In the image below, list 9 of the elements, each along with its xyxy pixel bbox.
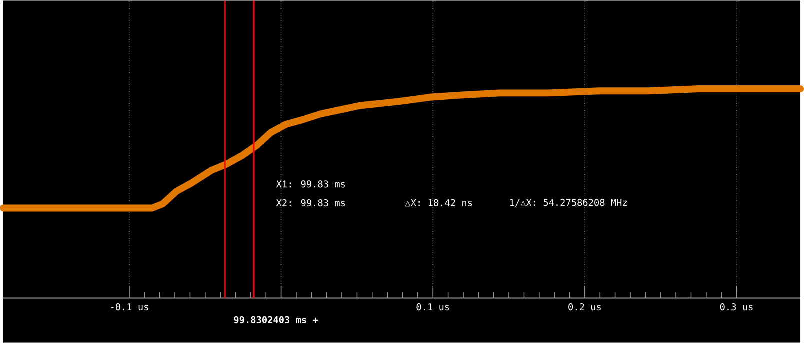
annotation: △X: 18.42 ns (405, 199, 472, 207)
x-tick-label: 0.1 us (416, 304, 450, 311)
annotation: X1: 99.83 ms (276, 180, 346, 188)
annotation: 1/△X: 54.27586208 MHz (510, 199, 628, 208)
annotation: X2: 99.83 ms (276, 200, 346, 207)
x-tick-label: 0.3 us (720, 304, 753, 311)
x-tick-label: -0.1 us (111, 304, 148, 311)
text: 99.8302403 ms + (234, 316, 318, 324)
x-tick-label: 0.2 us (568, 304, 601, 311)
